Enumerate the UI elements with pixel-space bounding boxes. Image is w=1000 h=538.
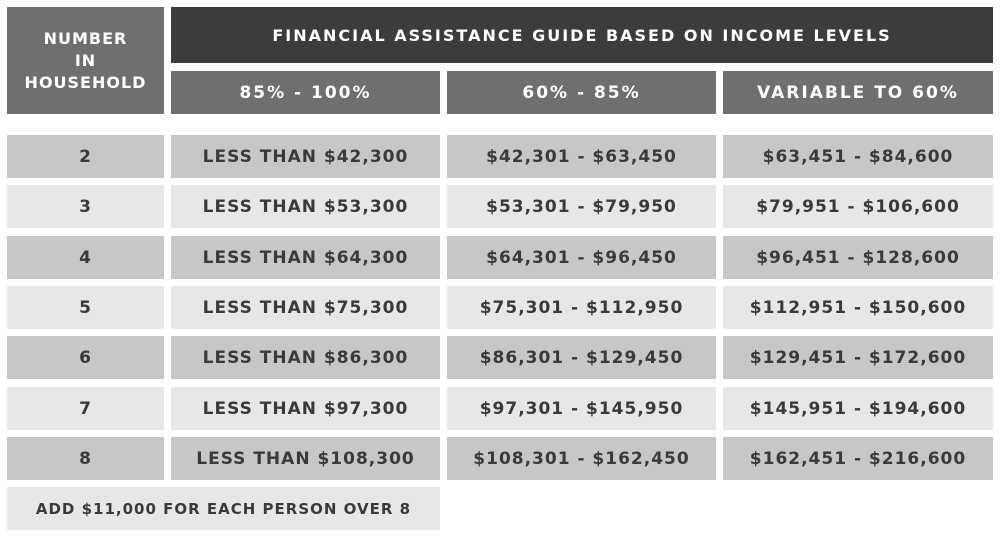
income-85-100-cell: LESS THAN $75,300 xyxy=(171,286,440,329)
household-header-line-2: IN xyxy=(74,50,97,70)
household-size-cell: 6 xyxy=(7,336,164,379)
household-column-header: NUMBER IN HOUSEHOLD xyxy=(7,7,164,114)
income-60-85-cell: $86,301 - $129,450 xyxy=(447,336,716,379)
income-85-100-cell: LESS THAN $97,300 xyxy=(171,387,440,430)
household-size-cell: 5 xyxy=(7,286,164,329)
income-variable-60-cell: $63,451 - $84,600 xyxy=(723,135,993,178)
column-header-60-85: 60% - 85% xyxy=(447,71,716,114)
household-header-line-3: HOUSEHOLD xyxy=(24,72,147,92)
income-60-85-cell: $42,301 - $63,450 xyxy=(447,135,716,178)
income-60-85-cell: $97,301 - $145,950 xyxy=(447,387,716,430)
income-60-85-cell: $64,301 - $96,450 xyxy=(447,236,716,279)
income-85-100-cell: LESS THAN $64,300 xyxy=(171,236,440,279)
income-60-85-cell: $53,301 - $79,950 xyxy=(447,185,716,228)
column-header-85-100: 85% - 100% xyxy=(171,71,440,114)
household-size-cell: 3 xyxy=(7,185,164,228)
income-60-85-cell: $108,301 - $162,450 xyxy=(447,437,716,480)
income-85-100-cell: LESS THAN $42,300 xyxy=(171,135,440,178)
income-85-100-cell: LESS THAN $86,300 xyxy=(171,336,440,379)
household-size-cell: 8 xyxy=(7,437,164,480)
income-variable-60-cell: $96,451 - $128,600 xyxy=(723,236,993,279)
income-variable-60-cell: $79,951 - $106,600 xyxy=(723,185,993,228)
income-85-100-cell: LESS THAN $53,300 xyxy=(171,185,440,228)
income-variable-60-cell: $145,951 - $194,600 xyxy=(723,387,993,430)
income-variable-60-cell: $112,951 - $150,600 xyxy=(723,286,993,329)
column-header-variable-60: VARIABLE TO 60% xyxy=(723,71,993,114)
income-variable-60-cell: $129,451 - $172,600 xyxy=(723,336,993,379)
household-header-line-1: NUMBER xyxy=(43,28,128,48)
household-size-cell: 2 xyxy=(7,135,164,178)
table-footnote: ADD $11,000 FOR EACH PERSON OVER 8 xyxy=(7,487,440,530)
household-size-cell: 4 xyxy=(7,236,164,279)
income-variable-60-cell: $162,451 - $216,600 xyxy=(723,437,993,480)
household-size-cell: 7 xyxy=(7,387,164,430)
table-title: FINANCIAL ASSISTANCE GUIDE BASED ON INCO… xyxy=(171,7,993,63)
income-60-85-cell: $75,301 - $112,950 xyxy=(447,286,716,329)
income-85-100-cell: LESS THAN $108,300 xyxy=(171,437,440,480)
